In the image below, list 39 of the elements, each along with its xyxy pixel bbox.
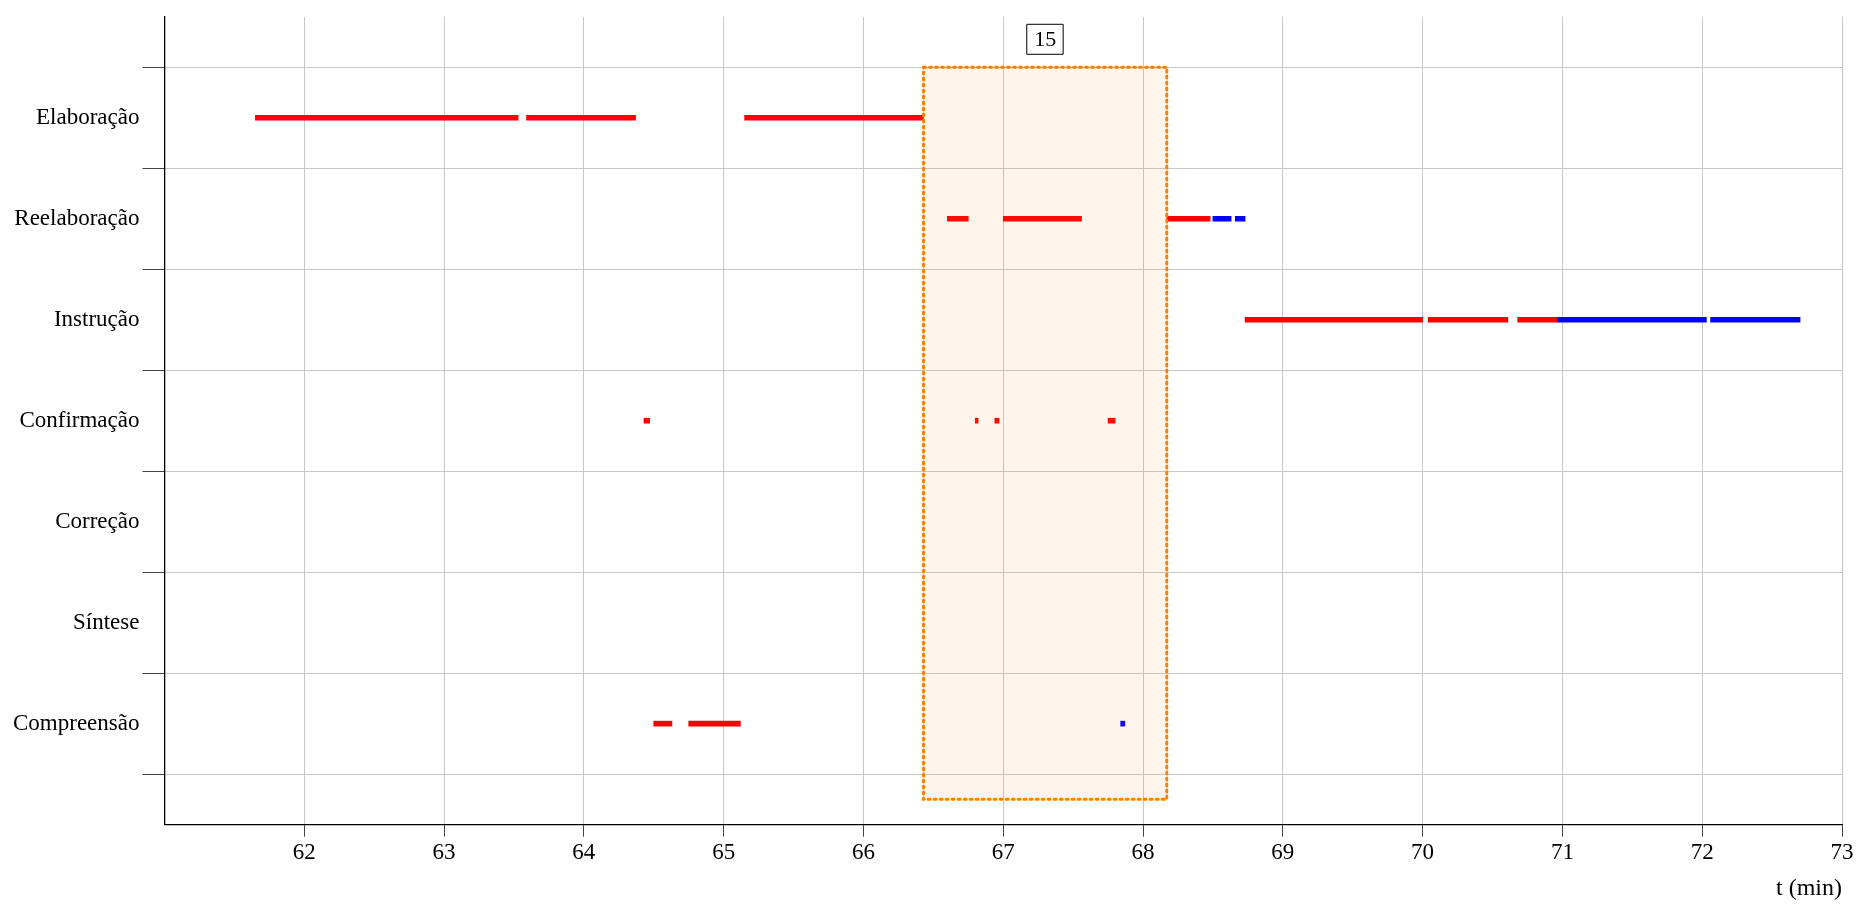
x-axis-title: t (min) (1776, 873, 1842, 900)
bar (974, 417, 979, 424)
bar (1002, 215, 1082, 222)
x-tick-label: 66 (851, 839, 875, 865)
bar (946, 215, 969, 222)
x-tick-label: 71 (1550, 839, 1574, 865)
y-tick-label: Reelaboração (14, 204, 140, 230)
bar (1556, 316, 1707, 323)
bar (1107, 417, 1116, 424)
y-tick-label: Confirmação (19, 406, 140, 432)
bar (643, 417, 650, 424)
x-tick-label: 73 (1830, 839, 1854, 865)
x-tick-label: 68 (1131, 839, 1155, 865)
bar (1427, 316, 1509, 323)
y-tick-label: Instrução (53, 305, 140, 331)
y-tick-label: Elaboração (36, 103, 140, 129)
bar (688, 720, 741, 727)
bar (526, 114, 636, 121)
bar (1212, 215, 1232, 222)
bar (1244, 316, 1423, 323)
x-tick-label: 67 (991, 839, 1015, 865)
bar (1166, 215, 1211, 222)
y-tick-label: Compreensão (13, 709, 140, 735)
x-tick-label: 69 (1271, 839, 1295, 865)
bar (1120, 720, 1126, 727)
x-tick-label: 63 (432, 839, 456, 865)
x-tick-label: 72 (1690, 839, 1714, 865)
y-tick-label: Correção (55, 507, 140, 533)
bar (744, 114, 924, 121)
bar (1710, 316, 1801, 323)
bar (1234, 215, 1246, 222)
band-label: 15 (1034, 26, 1057, 52)
x-tick-label: 70 (1411, 839, 1435, 865)
bar (255, 114, 519, 121)
x-tick-label: 64 (572, 839, 596, 865)
y-tick-label: Síntese (73, 608, 140, 634)
bar (1517, 316, 1558, 323)
x-tick-label: 65 (712, 839, 736, 865)
x-tick-label: 62 (292, 839, 316, 865)
